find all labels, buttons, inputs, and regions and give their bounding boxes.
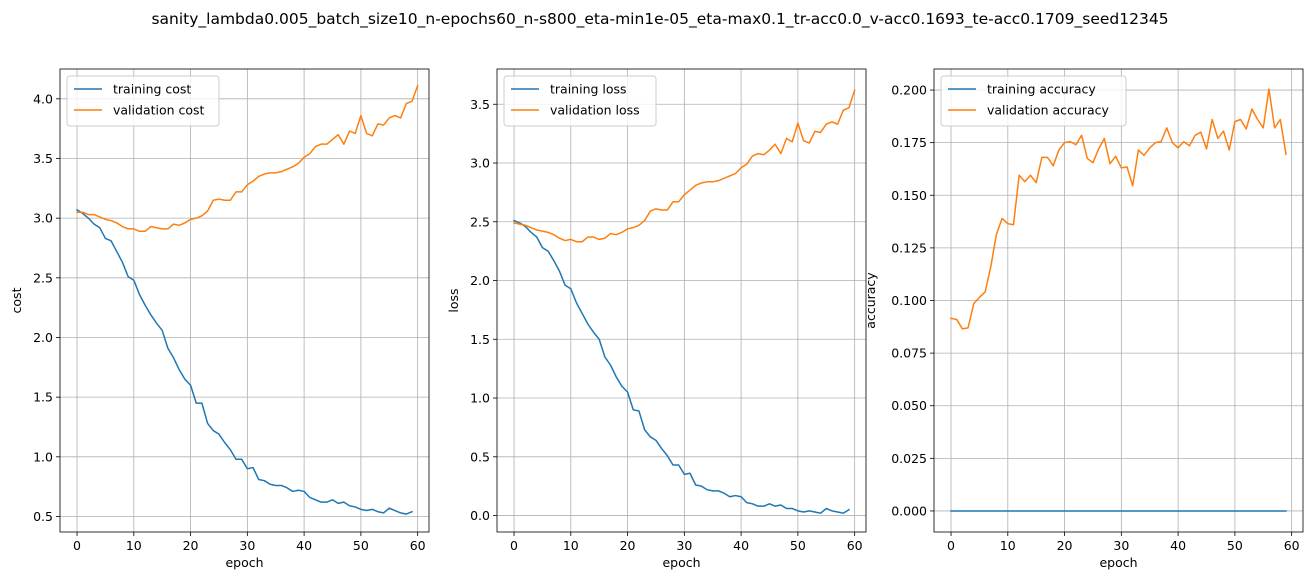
legend-label-validation: validation accuracy [987,103,1110,118]
series-line-training [513,219,851,514]
legend-frame [940,75,1127,127]
legend-label-training: training accuracy [987,82,1096,97]
x-tick-label: 20 [620,538,636,553]
y-tick-label: 1.5 [33,390,53,405]
x-axis-label: epoch [662,555,700,570]
y-tick-label: 2.0 [33,330,53,345]
x-tick-label: 40 [733,538,749,553]
x-tick-label: 60 [410,538,426,553]
legend: training cost validation cost [66,75,220,127]
legend-label-training: training cost [113,82,191,97]
y-axis-label: cost [9,287,24,313]
series-line-validation [76,84,419,233]
series-line-training [75,208,413,515]
legend-label-training: training loss [550,82,627,97]
x-tick-label: 10 [563,538,579,553]
y-tick-label: 1.0 [470,391,490,406]
figure-suptitle: sanity_lambda0.005_batch_size10_n-epochs… [151,10,1168,29]
x-tick-label: 40 [1170,538,1186,553]
axes-frame [496,68,867,533]
y-tick-label: 0.000 [891,503,927,518]
y-tick-label: 3.5 [33,151,53,166]
y-tick-label: 1.0 [33,449,53,464]
axes-frame [59,68,430,533]
grid [60,69,429,532]
y-tick-label: 4.0 [33,91,53,106]
y-tick-label: 0.025 [891,451,927,466]
y-tick-label: 0.5 [33,509,53,524]
x-tick-label: 60 [1284,538,1300,553]
x-axis-label: epoch [225,555,263,570]
legend: training accuracy validation accuracy [940,75,1127,127]
y-axis-label: loss [446,288,461,312]
accuracy-subplot: 0 10 20 30 40 50 60 0.000 0.025 0.050 0.075 0.100 0.… [863,68,1304,570]
y-tick-label: 0.050 [891,398,927,413]
grid [497,69,866,532]
grid [934,69,1303,532]
y-axis-label: accuracy [863,272,878,329]
y-tick-label: 0.125 [891,240,927,255]
series-line-validation [513,89,856,243]
x-tick-label: 20 [183,538,199,553]
y-tick-label: 2.5 [470,214,490,229]
y-tick-label: 0.175 [891,135,927,150]
legend-label-validation: validation loss [550,103,640,118]
cost-subplot: 0 10 20 30 40 50 60 0.5 1.0 1.5 2.0 2.5 3.0 3.5 4.0 epo… [9,68,430,570]
series-line-validation [950,88,1287,330]
x-tick-label: 10 [1000,538,1016,553]
x-tick-label: 20 [1057,538,1073,553]
loss-subplot: 0 10 20 30 40 50 60 0.0 0.5 1.0 1.5 2.0 2.5 3.0 3.5 epo… [446,68,867,570]
y-tick-label: 3.5 [470,97,490,112]
x-tick-label: 10 [126,538,142,553]
y-tick-label: 0.075 [891,346,927,361]
legend-frame [503,75,657,127]
x-tick-label: 0 [73,538,81,553]
x-tick-label: 30 [1113,538,1129,553]
y-tick-label: 3.0 [33,211,53,226]
y-tick-label: 0.0 [470,508,490,523]
y-tick-label: 0.200 [891,83,927,98]
x-tick-label: 60 [847,538,863,553]
y-tick-label: 0.100 [891,293,927,308]
x-tick-label: 50 [353,538,369,553]
y-tick-label: 1.5 [470,332,490,347]
x-axis-label: epoch [1099,555,1137,570]
x-tick-label: 0 [510,538,518,553]
y-tick-label: 2.5 [33,270,53,285]
x-tick-label: 50 [1227,538,1243,553]
legend-label-validation: validation cost [113,103,205,118]
x-tick-label: 0 [947,538,955,553]
legend: training loss validation loss [503,75,657,127]
x-tick-label: 50 [790,538,806,553]
legend-frame [66,75,220,127]
y-tick-label: 0.5 [470,449,490,464]
y-tick-label: 0.150 [891,188,927,203]
x-tick-label: 30 [676,538,692,553]
y-tick-label: 3.0 [470,156,490,171]
x-tick-label: 40 [296,538,312,553]
x-tick-label: 30 [239,538,255,553]
y-tick-label: 2.0 [470,273,490,288]
